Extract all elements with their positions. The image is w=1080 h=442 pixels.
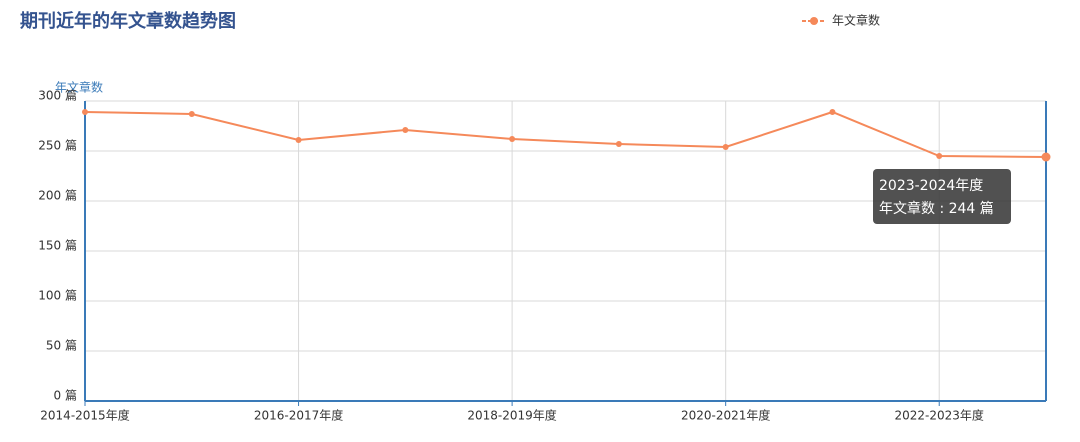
point xyxy=(936,153,943,159)
y-axis-label: 年文章数 xyxy=(55,80,103,95)
point xyxy=(82,109,88,115)
tooltip-title: 2023-2024年度 xyxy=(879,178,983,194)
x-tick-label: 2018-2019年度 xyxy=(467,408,556,423)
point xyxy=(722,144,729,150)
y-tick-label: 50 篇 xyxy=(46,338,77,353)
point xyxy=(1041,152,1051,162)
point xyxy=(615,141,622,147)
legend-label: 年文章数 xyxy=(832,13,880,28)
point xyxy=(188,111,195,117)
y-tick-label: 150 篇 xyxy=(38,238,77,253)
line xyxy=(84,110,1047,158)
y-tick-label: 300 篇 xyxy=(38,88,77,103)
x-tick-label: 2020-2021年度 xyxy=(681,408,770,423)
x-tick-label: 2016-2017年度 xyxy=(254,408,343,423)
point xyxy=(509,136,516,142)
y-tick-label: 250 篇 xyxy=(38,138,77,153)
x-tick-label: 2014-2015年度 xyxy=(40,408,129,423)
x-tick-label: 2022-2023年度 xyxy=(895,408,984,423)
tooltip-text: 年文章数 : 244 篇 xyxy=(879,200,994,217)
chart-title: 期刊近年的年文章数趋势图 xyxy=(20,10,236,32)
point xyxy=(295,137,302,143)
y-tick-label: 100 篇 xyxy=(38,288,77,303)
point xyxy=(829,109,836,115)
y-tick-label: 200 篇 xyxy=(38,188,77,203)
y-tick-label: 0 篇 xyxy=(54,388,77,403)
tooltip-box xyxy=(873,169,1011,224)
legend-marker xyxy=(810,17,818,25)
point xyxy=(402,127,409,133)
